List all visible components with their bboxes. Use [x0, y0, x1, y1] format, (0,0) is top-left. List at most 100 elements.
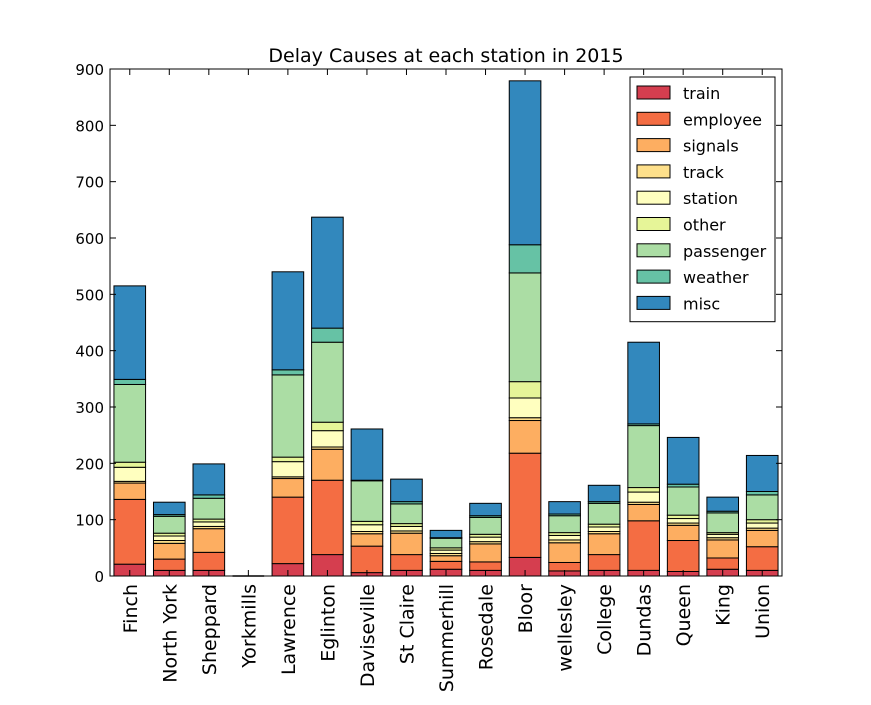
x-tick-label: Sheppard: [199, 584, 221, 675]
bar-segment-misc: [469, 502, 502, 517]
x-tick-label: Rosedale: [476, 584, 498, 670]
bar-segment-employee: [390, 554, 423, 571]
bar-segment-station: [508, 397, 542, 419]
bar-segment-passenger: [390, 503, 423, 525]
bar-segment-passenger: [666, 486, 700, 516]
bar-segment-misc: [429, 529, 463, 539]
y-tick-label: 900: [75, 61, 104, 79]
bar-segment-station: [311, 430, 344, 448]
bar-segment-weather: [113, 378, 147, 385]
bar-segment-passenger: [706, 512, 740, 534]
legend-label-train: train: [683, 84, 720, 103]
bar-segment-station: [587, 526, 621, 532]
x-tick-label: Daviseville: [357, 584, 379, 687]
legend-label-passenger: passenger: [683, 242, 767, 261]
bar-segment-misc: [152, 501, 186, 516]
y-tick-label: 600: [75, 230, 104, 248]
legend-swatch-signals: [636, 138, 671, 153]
y-tick-label: 400: [75, 343, 104, 361]
y-tick-label: 500: [75, 286, 104, 304]
bar-segment-employee: [548, 561, 581, 572]
bar-segment-misc: [706, 496, 740, 512]
bar-segment-station: [745, 522, 779, 529]
bar-segment-other: [508, 381, 542, 399]
bar-segment-other: [627, 487, 660, 493]
bar-segment-signals: [271, 478, 305, 498]
legend-label-track: track: [683, 163, 724, 182]
bar-segment-signals: [548, 542, 581, 563]
bar-segment-passenger: [429, 537, 463, 549]
x-axis: Finch North York Sheppard Yorkmills Lawrence…: [120, 69, 774, 692]
bar-segment-employee: [192, 551, 226, 571]
x-tick-label: Finch: [120, 584, 142, 633]
y-tick-label: 100: [75, 512, 104, 530]
bar-segment-employee: [152, 558, 186, 571]
bar-segment-misc: [390, 478, 423, 503]
legend-swatch-misc: [636, 295, 671, 310]
bar-segment-signals: [152, 542, 186, 560]
bar-segment-passenger: [508, 272, 542, 383]
bar-segment-other: [113, 461, 147, 468]
legend: train employee signals track station other pas…: [629, 76, 776, 323]
bar-segment-other: [271, 456, 305, 463]
bar-segment-station: [666, 518, 700, 524]
y-tick-label: 800: [75, 117, 104, 135]
bar-segment-station: [429, 549, 463, 554]
bar-segment-passenger: [745, 494, 779, 521]
bar-segment-signals: [508, 420, 542, 454]
y-tick-label: 300: [75, 399, 104, 417]
bar-segment-employee: [706, 557, 740, 570]
bar-segment-signals: [429, 555, 463, 562]
legend-label-weather: weather: [683, 268, 749, 287]
bar-segment-station: [469, 536, 502, 543]
bar-segment-passenger: [587, 502, 621, 525]
bar-segment-signals: [113, 482, 147, 500]
bar-segment-misc: [587, 484, 621, 503]
bar-segment-signals: [587, 533, 621, 556]
y-tick-label: 700: [75, 174, 104, 192]
bar-segment-employee: [350, 545, 384, 574]
bar-segment-misc: [548, 501, 581, 515]
legend-swatch-passenger: [636, 243, 671, 258]
bar-segment-misc: [350, 428, 384, 481]
bar-segment-passenger: [311, 341, 344, 423]
bar-segment-signals: [390, 532, 423, 556]
bar-segment-weather: [311, 327, 344, 343]
bar-segment-misc: [508, 80, 542, 246]
bar-segment-passenger: [350, 480, 384, 522]
x-tick-label: Summerhill: [436, 584, 458, 692]
bar-segment-station: [390, 525, 423, 532]
bar-segment-other: [745, 519, 779, 524]
x-tick-label: St Claire: [396, 584, 418, 664]
legend-label-station: station: [683, 189, 738, 208]
x-tick-label: Union: [752, 584, 774, 639]
x-tick-label: Yorkmills: [238, 584, 260, 669]
bar-segment-signals: [469, 543, 502, 563]
bar-segment-signals: [192, 528, 226, 553]
bar-segment-misc: [192, 463, 226, 496]
legend-swatch-weather: [636, 269, 671, 284]
bar-segment-misc: [311, 216, 344, 329]
bar-segment-weather: [745, 491, 779, 496]
bar-segment-weather: [192, 494, 226, 499]
legend-swatch-track: [636, 164, 671, 179]
legend-swatch-employee: [636, 111, 671, 126]
bar-segment-employee: [271, 496, 305, 565]
bar-segment-signals: [745, 529, 779, 548]
legend-label-misc: misc: [683, 294, 720, 313]
x-tick-label: College: [594, 584, 616, 655]
bar-segment-employee: [627, 520, 660, 571]
bar-segment-passenger: [271, 374, 305, 458]
bar-segment-misc: [745, 454, 779, 493]
bar-segment-station: [627, 491, 660, 503]
x-tick-label: Bloor: [515, 584, 537, 634]
bar-segment-misc: [271, 271, 305, 371]
legend-swatch-other: [636, 217, 671, 231]
bar-segment-station: [706, 533, 740, 539]
bar-segment-other: [666, 514, 700, 520]
bar-segment-signals: [706, 539, 740, 559]
legend-label-other: other: [683, 216, 726, 235]
bar-segment-station: [548, 534, 581, 541]
